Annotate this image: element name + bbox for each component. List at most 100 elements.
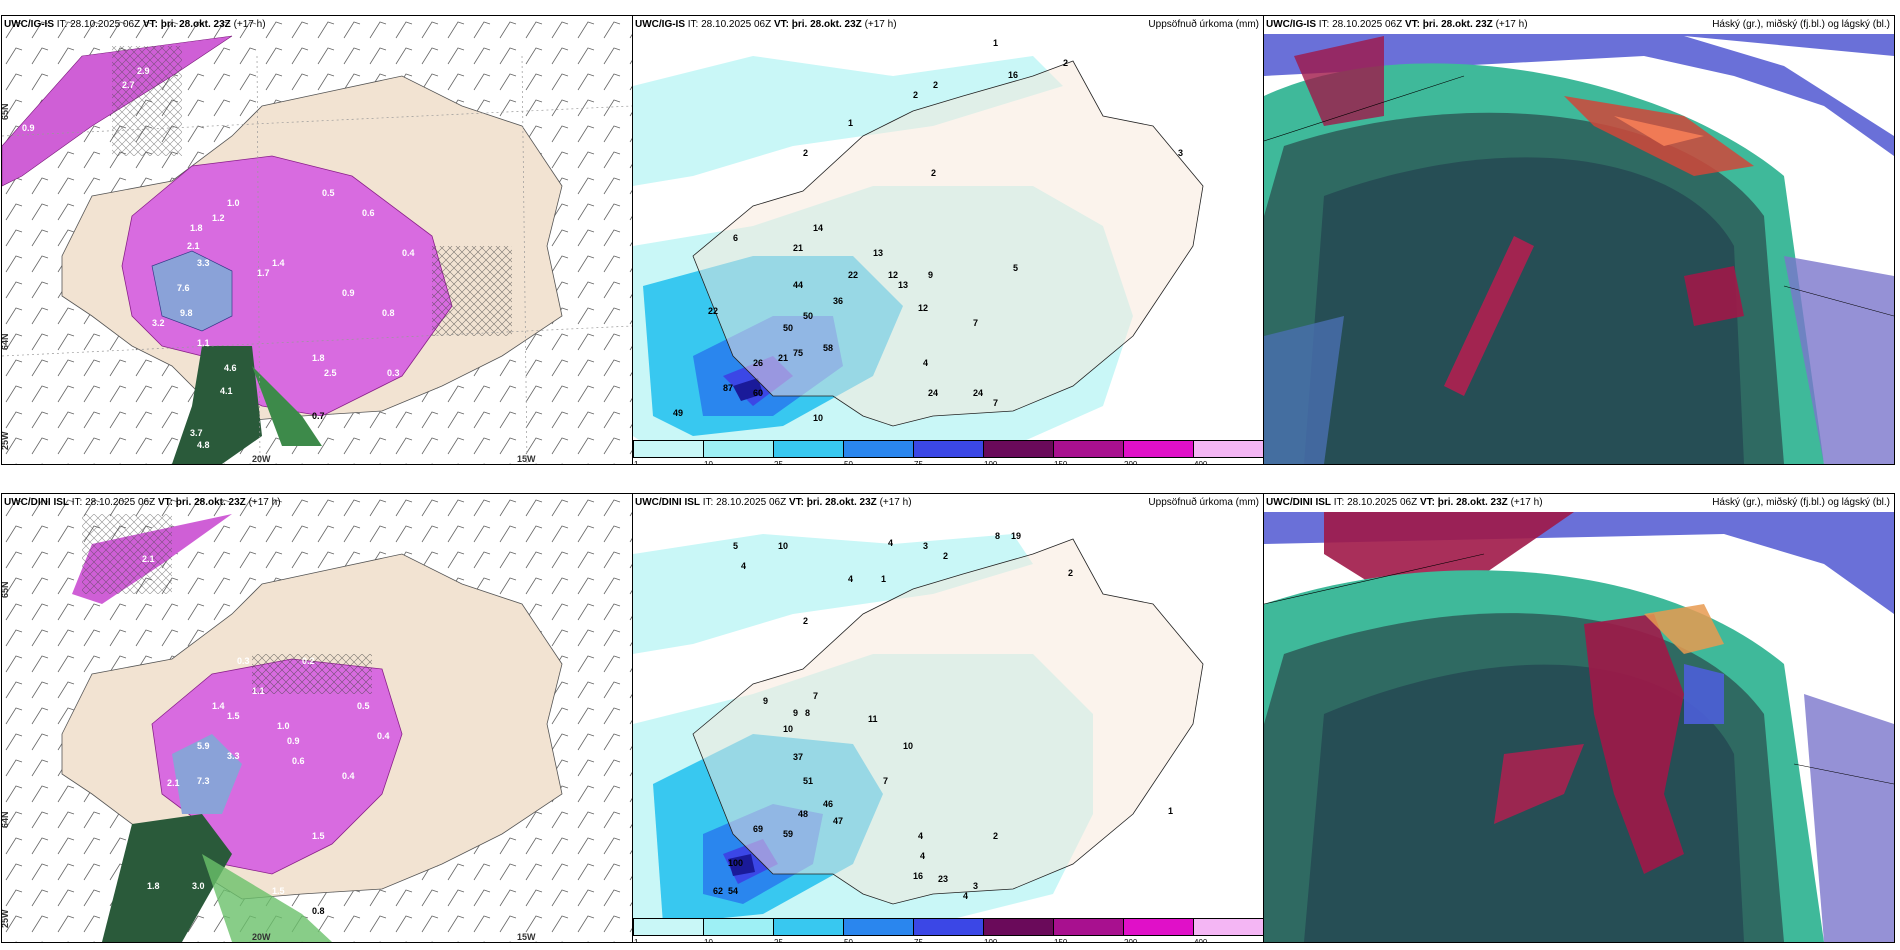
cloud-cover-map — [1264, 512, 1894, 942]
grid-label-65n: 65N — [2, 581, 10, 598]
value-label: 50 — [803, 311, 813, 321]
grid-label-20w: 20W — [252, 932, 271, 942]
value-label: 7 — [813, 691, 818, 701]
wind-precip-map: 65N 64N 25W 20W 15W 2.9 2.7 0.9 1.8 2.1 … — [2, 16, 632, 464]
value-label: 4 — [741, 561, 746, 571]
panel-header: UWC/IG-IS IT: 28.10.2025 06Z VT: þri. 28… — [1266, 19, 1528, 30]
value-label: 2 — [933, 80, 938, 90]
value-label: 0.9 — [342, 288, 355, 298]
value-label: 2 — [803, 616, 808, 626]
legend-cell: 400 — [1193, 918, 1263, 942]
legend-cell: 100 — [983, 440, 1053, 464]
value-label: 7.6 — [177, 283, 190, 293]
value-label: 10 — [778, 541, 788, 551]
panel-title: Uppsöfnuð úrkoma (mm) — [1148, 497, 1259, 508]
value-label: 3 — [923, 541, 928, 551]
value-label: 7 — [973, 318, 978, 328]
value-label: 11 — [868, 714, 878, 724]
value-label: 7.3 — [197, 776, 210, 786]
value-label: 22 — [708, 306, 718, 316]
legend-cell: 1 — [633, 440, 703, 464]
legend-cell: 75 — [913, 440, 983, 464]
value-label: 9.8 — [180, 308, 193, 318]
value-label: 1.8 — [312, 353, 325, 363]
panel-bottom-right: UWC/DINI ISL IT: 28.10.2025 06Z VT: þri.… — [1263, 493, 1895, 943]
value-label: 1 — [881, 574, 886, 584]
value-label: 0.6 — [362, 208, 375, 218]
value-label: 0.2 — [302, 656, 315, 666]
value-label: 1.4 — [212, 701, 225, 711]
value-label: 75 — [793, 348, 803, 358]
panel-header: UWC/IG-IS IT: 28.10.2025 06Z VT: þri. 28… — [4, 19, 266, 30]
value-label: 19 — [1011, 531, 1021, 541]
value-label: 3.2 — [152, 318, 165, 328]
value-label: 0.3 — [387, 368, 400, 378]
value-label: 5 — [733, 541, 738, 551]
value-label: 7 — [883, 776, 888, 786]
value-label: 0.7 — [312, 411, 325, 421]
value-label: 9 — [763, 696, 768, 706]
precipitation-map: 1 2 2 16 2 3 2 1 2 14 21 13 22 12 13 9 3… — [633, 38, 1204, 456]
value-label: 9 — [793, 708, 798, 718]
value-label: 24 — [928, 388, 938, 398]
value-label: 0.3 — [237, 656, 250, 666]
panel-header: UWC/DINI ISL IT: 28.10.2025 06Z VT: þri.… — [4, 497, 281, 508]
panel-header: UWC/IG-IS IT: 28.10.2025 06Z VT: þri. 28… — [635, 19, 897, 30]
legend-cell: 200 — [1123, 440, 1193, 464]
grid-label-64n: 64N — [2, 811, 10, 828]
value-label: 62 — [713, 886, 723, 896]
value-label: 2 — [913, 90, 918, 100]
value-label: 9 — [928, 270, 933, 280]
value-label: 13 — [873, 248, 883, 258]
panel-top-middle: UWC/IG-IS IT: 28.10.2025 06Z VT: þri. 28… — [632, 15, 1264, 465]
value-label: 0.5 — [357, 701, 370, 711]
cloud-cover-map — [1264, 34, 1894, 464]
legend-cell: 50 — [843, 918, 913, 942]
value-label: 4 — [848, 574, 853, 584]
value-label: 1.5 — [227, 711, 240, 721]
value-label: 1 — [848, 118, 853, 128]
value-label: 14 — [813, 223, 823, 233]
value-label: 59 — [783, 829, 793, 839]
value-label: 10 — [813, 413, 823, 423]
grid-label-25w: 25W — [2, 909, 10, 928]
value-label: 22 — [848, 270, 858, 280]
value-label: 1.1 — [197, 338, 210, 348]
value-label: 50 — [783, 323, 793, 333]
value-label: 2 — [931, 168, 936, 178]
value-label: 2.1 — [142, 554, 155, 564]
grid-label-15w: 15W — [517, 454, 536, 464]
legend-cell: 400 — [1193, 440, 1263, 464]
value-label: 4.6 — [224, 363, 237, 373]
value-label: 0.8 — [382, 308, 395, 318]
value-label: 4 — [963, 891, 968, 901]
panel-top-left: UWC/IG-IS IT: 28.10.2025 06Z VT: þri. 28… — [1, 15, 633, 465]
value-label: 5 — [1013, 263, 1018, 273]
value-label: 1 — [993, 38, 998, 48]
value-label: 0.4 — [377, 731, 390, 741]
legend-cell: 50 — [843, 440, 913, 464]
value-label: 3 — [973, 881, 978, 891]
legend-cell: 25 — [773, 440, 843, 464]
value-label: 4 — [923, 358, 928, 368]
precip-legend: 1 10 25 50 75 100 150 200 400 — [633, 918, 1263, 942]
value-label: 5.9 — [197, 741, 210, 751]
value-label: 2 — [993, 831, 998, 841]
value-label: 1.7 — [257, 268, 270, 278]
value-label: 1.5 — [272, 886, 285, 896]
value-label: 1.1 — [252, 686, 265, 696]
value-label: 2.5 — [324, 368, 337, 378]
grid-label-64n: 64N — [2, 333, 10, 350]
value-label: 1.0 — [227, 198, 240, 208]
value-label: 1.4 — [272, 258, 285, 268]
legend-cell: 10 — [703, 918, 773, 942]
value-label: 8 — [805, 708, 810, 718]
value-label: 36 — [833, 296, 843, 306]
value-label: 100 — [728, 858, 743, 868]
wind-precip-map: 65N 64N 25W 20W 15W 2.1 1.4 0.3 0.5 0.2 … — [2, 494, 632, 942]
value-label: 47 — [833, 816, 843, 826]
value-label: 12 — [918, 303, 928, 313]
value-label: 58 — [823, 343, 833, 353]
value-label: 1.2 — [212, 213, 225, 223]
value-label: 16 — [1008, 70, 1018, 80]
